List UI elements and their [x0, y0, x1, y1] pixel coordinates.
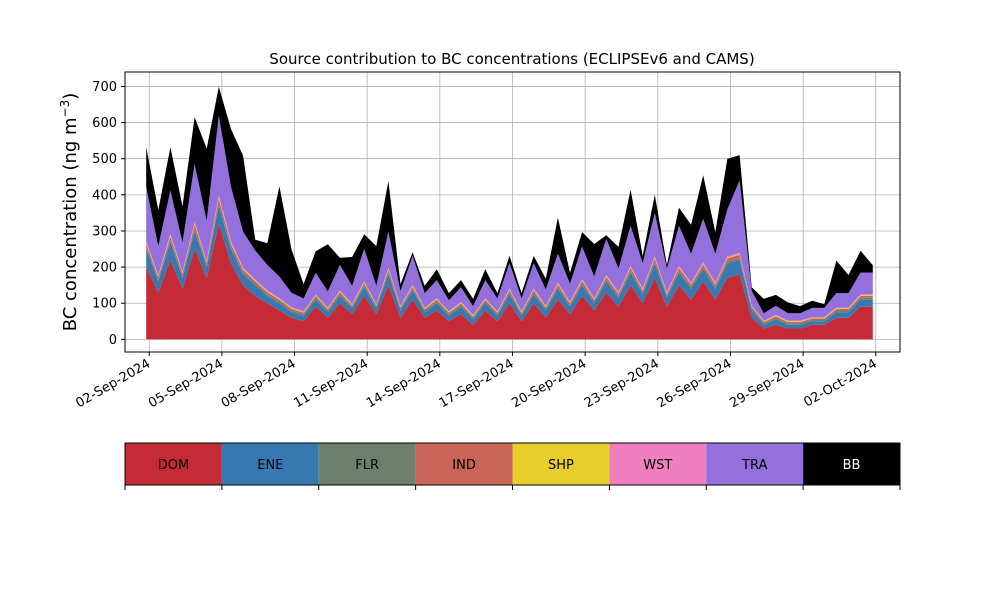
x-tick-label: 20-Sep-2024	[509, 356, 589, 411]
legend-label-shp: SHP	[548, 458, 574, 473]
y-tick-label: 300	[92, 224, 117, 239]
y-axis-ticks: 0 100 200 300 400 500 600 700	[92, 80, 125, 348]
y-axis-label-close: )	[60, 93, 81, 100]
x-axis-ticks: 02-Sep-202405-Sep-202408-Sep-202411-Sep-…	[73, 352, 880, 411]
area-bb	[146, 86, 873, 314]
legend-label-flr: FLR	[355, 458, 379, 473]
y-tick-label: 0	[109, 333, 117, 348]
x-tick-label: 17-Sep-2024	[437, 356, 517, 411]
legend-swatch-ene	[221, 443, 319, 485]
legend-swatch-tra	[706, 443, 804, 485]
y-axis-label-exponent: −3	[58, 100, 72, 118]
x-tick-label: 14-Sep-2024	[364, 356, 444, 411]
legend-swatch-shp	[512, 443, 610, 485]
legend-label-ind: IND	[452, 458, 476, 473]
area-tra	[146, 115, 873, 321]
x-tick-label: 11-Sep-2024	[291, 356, 371, 411]
x-tick-label: 23-Sep-2024	[582, 356, 662, 411]
legend-swatch-flr	[318, 443, 416, 485]
x-tick-label: 02-Sep-2024	[73, 356, 153, 411]
legend-swatch-ind	[415, 443, 513, 485]
x-tick-label: 26-Sep-2024	[655, 356, 735, 411]
y-tick-label: 400	[92, 188, 117, 203]
legend-swatch-dom	[125, 443, 222, 485]
y-tick-label: 600	[92, 116, 117, 131]
area-ene	[146, 205, 873, 329]
legend-swatch-wst	[609, 443, 707, 485]
legend-label-tra: TRA	[741, 458, 767, 473]
legend-label-wst: WST	[643, 458, 672, 473]
chart-title: Source contribution to BC concentrations…	[269, 50, 754, 68]
area-ind	[146, 198, 873, 324]
legend-label-dom: DOM	[158, 458, 189, 473]
y-tick-label: 100	[92, 297, 117, 312]
legend-label-ene: ENE	[257, 458, 283, 473]
series-areas	[146, 86, 873, 340]
y-tick-label: 500	[92, 152, 117, 167]
x-tick-label: 02-Oct-2024	[801, 356, 879, 410]
legend-swatch-bb	[803, 443, 900, 485]
area-dom	[146, 223, 873, 340]
y-tick-label: 700	[92, 80, 117, 95]
y-tick-label: 200	[92, 261, 117, 276]
x-tick-label: 08-Sep-2024	[219, 356, 299, 411]
x-tick-label: 05-Sep-2024	[146, 356, 226, 411]
legend-label-bb: BB	[843, 458, 861, 473]
legend-colorbar: DOM ENE FLR IND SHP WST TRA BB	[124, 442, 901, 490]
y-axis-label-main: BC concentration (ng m	[60, 117, 81, 331]
y-axis-label: BC concentration (ng m−3)	[58, 93, 81, 332]
x-tick-label: 29-Sep-2024	[727, 356, 807, 411]
